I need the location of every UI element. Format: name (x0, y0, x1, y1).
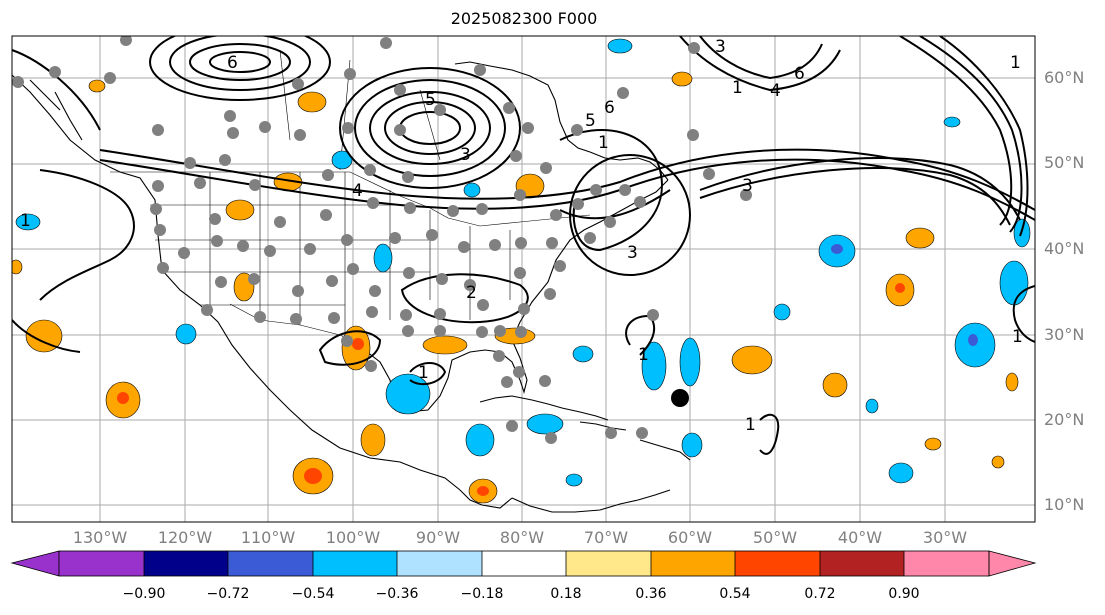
colorbar-tick-label: −0.54 (291, 586, 335, 602)
lon-label: 80°W (499, 528, 545, 547)
contour-labels: 6 5 6 5 1 4 3 3 2 1 1 1 1 6 4 3 1 1 1 3 (20, 37, 1023, 435)
colorbar-segment (820, 551, 904, 576)
colorbar-tick-label: 0.90 (888, 586, 920, 602)
colorbar (10, 550, 1037, 577)
colorbar-segment (397, 551, 482, 576)
colorbar-segment (735, 551, 820, 576)
lon-label: 60°W (667, 528, 713, 547)
contour-label: 6 (227, 53, 238, 73)
colorbar-tick-label: 0.72 (804, 586, 836, 602)
contour-label: 1 (732, 78, 743, 98)
contour-label: 1 (20, 211, 31, 231)
contour-label: 3 (460, 145, 471, 165)
lon-label: 70°W (583, 528, 629, 547)
lat-label: 10°N (1044, 495, 1085, 514)
contour-label: 1 (598, 133, 609, 153)
colorbar-tick-label: −0.90 (122, 586, 166, 602)
colorbar-segment (59, 551, 144, 576)
colorbar-segment (228, 551, 313, 576)
colorbar-segment (651, 551, 735, 576)
lon-label: 40°W (837, 528, 883, 547)
coastlines (12, 61, 691, 513)
contour-label: 2 (466, 283, 477, 303)
colorbar-segment (482, 551, 566, 576)
map-title: 2025082300 F000 (450, 9, 598, 28)
lon-label: 130°W (72, 528, 128, 547)
lat-label: 50°N (1044, 153, 1085, 172)
lat-label: 40°N (1044, 239, 1085, 258)
contour-label: 1 (418, 363, 429, 383)
contour-label: 5 (425, 90, 436, 110)
contour-lines (12, 36, 1035, 455)
lat-label: 60°N (1044, 68, 1085, 87)
contour-label: 4 (770, 81, 781, 101)
contour-label: 3 (715, 37, 726, 57)
colorbar-segment (10, 550, 60, 577)
colorbar-tick-label: 0.18 (550, 586, 582, 602)
station-markers (12, 36, 752, 444)
contour-label: 1 (1012, 327, 1023, 347)
contour-label: 3 (742, 176, 753, 196)
lon-label: 50°W (752, 528, 798, 547)
lon-label: 120°W (157, 528, 213, 547)
colorbar-segment (566, 551, 651, 576)
contour-label: 1 (1010, 53, 1021, 73)
colorbar-tick-label: −0.36 (375, 586, 419, 602)
weather-map: 6 5 6 5 1 4 3 3 2 1 1 1 1 6 4 3 1 1 1 3 (11, 35, 1036, 523)
lat-label: 20°N (1044, 410, 1085, 429)
contour-label: 3 (627, 243, 638, 263)
contour-label: 6 (794, 64, 805, 84)
lon-label: 110°W (240, 528, 296, 547)
contour-label: 4 (352, 181, 363, 201)
colorbar-tick-label: −0.72 (206, 586, 250, 602)
colorbar-segment (144, 551, 228, 576)
colorbar-segment (988, 550, 1037, 577)
lon-label: 30°W (922, 528, 968, 547)
colorbar-segment (904, 551, 989, 576)
contour-label: 1 (745, 415, 756, 435)
colorbar-tick-label: 0.36 (635, 586, 667, 602)
black-dot-icon (671, 389, 689, 407)
contour-label: 5 (585, 111, 596, 131)
colorbar-tick-label: −0.18 (460, 586, 504, 602)
contour-label: 6 (604, 98, 615, 118)
lon-label: 90°W (415, 528, 461, 547)
colorbar-tick-label: 0.54 (719, 586, 751, 602)
lon-label: 100°W (325, 528, 381, 547)
lat-label: 30°N (1044, 325, 1085, 344)
colorbar-segment (313, 551, 397, 576)
contour-label: 1 (638, 345, 649, 365)
